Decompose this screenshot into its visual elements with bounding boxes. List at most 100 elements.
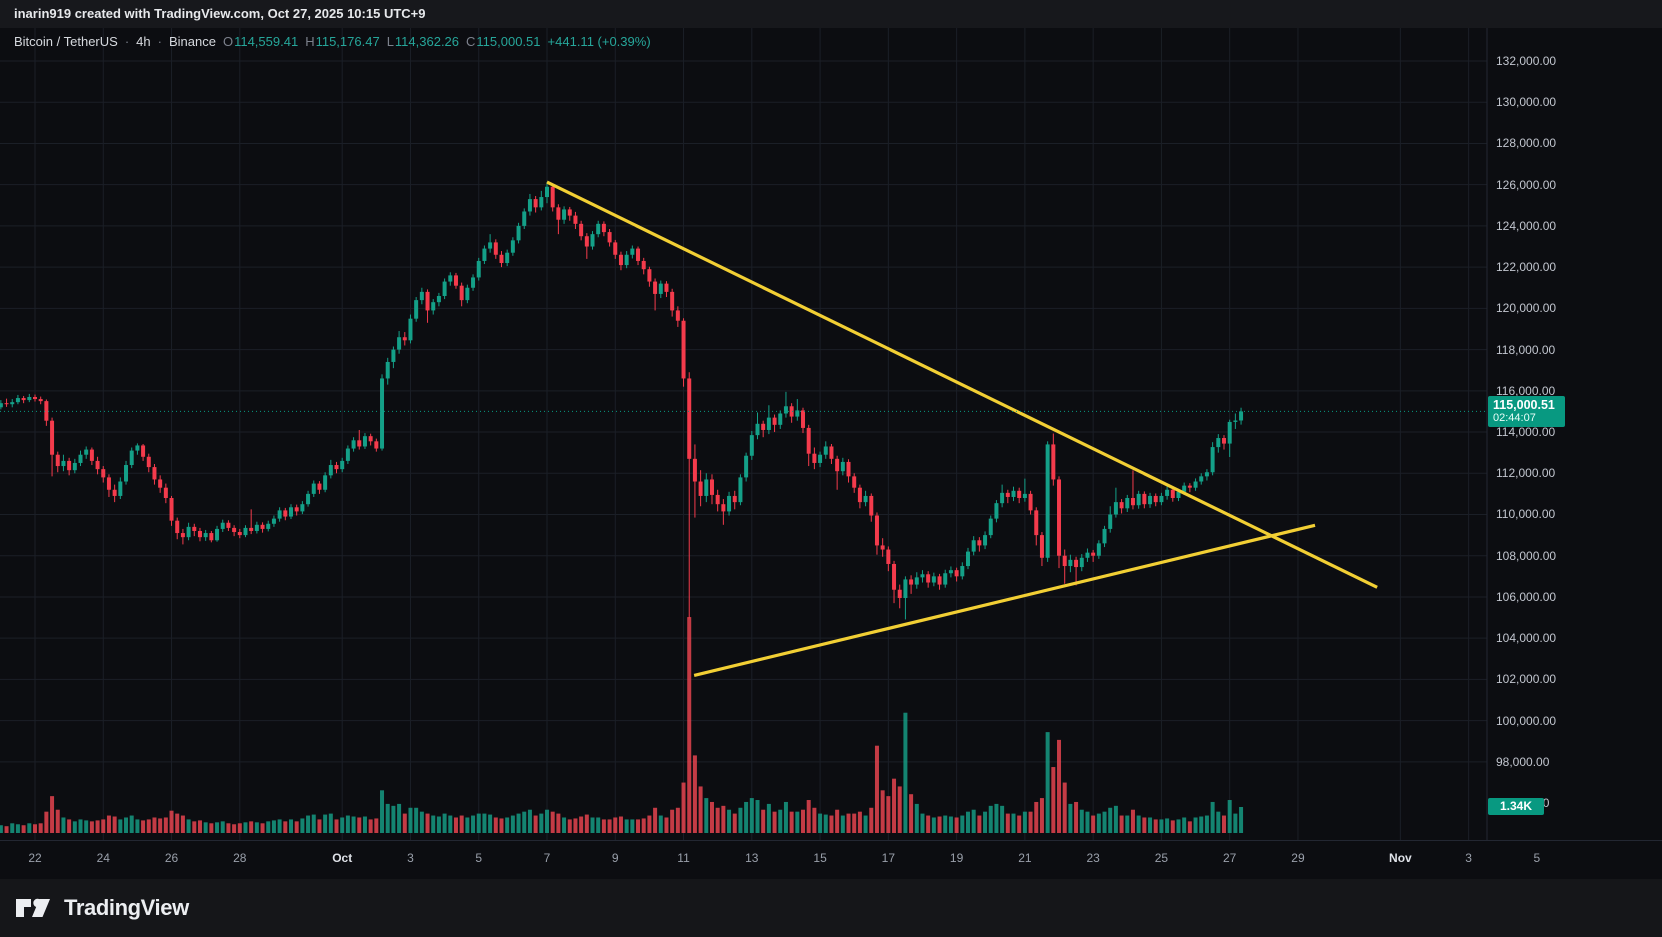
- price-tick-label: 130,000.00: [1496, 95, 1557, 110]
- volume-bar: [1074, 801, 1079, 833]
- candle-body: [141, 445, 146, 457]
- volume-bar: [186, 819, 191, 833]
- volume-bar: [550, 811, 555, 833]
- candle-body: [983, 535, 988, 546]
- volume-bar: [209, 823, 214, 833]
- volume-bar: [727, 809, 732, 833]
- volume-bar: [351, 816, 356, 833]
- candle-body: [971, 540, 976, 552]
- time-tick-label: 27: [1223, 851, 1237, 865]
- symbol-header[interactable]: Bitcoin / TetherUS · 4h · Binance O 114,5…: [14, 34, 651, 49]
- price-tick-label: 120,000.00: [1496, 301, 1557, 316]
- volume-bar: [277, 819, 282, 833]
- volume-bar: [448, 815, 453, 833]
- volume-bar: [203, 822, 208, 833]
- candle-body: [647, 269, 652, 282]
- volume-bar: [129, 815, 134, 833]
- candle-body: [448, 275, 453, 282]
- volume-bar: [124, 817, 129, 833]
- candle-body: [146, 456, 151, 468]
- time-tick-label: 15: [813, 851, 827, 865]
- volume-bar: [226, 823, 231, 833]
- volume-bar: [1108, 807, 1113, 833]
- volume-bar: [374, 818, 379, 833]
- price-tick-label: 116,000.00: [1496, 383, 1556, 398]
- candle-body: [1216, 438, 1221, 448]
- candle-body: [920, 574, 925, 578]
- candle-body: [254, 524, 259, 531]
- volume-bar: [175, 813, 180, 833]
- candle-body: [1204, 472, 1209, 477]
- candle-body: [965, 551, 970, 567]
- volume-bar: [89, 821, 94, 833]
- candle-body: [630, 248, 635, 255]
- volume-bar: [732, 813, 737, 833]
- candle-body: [1091, 552, 1096, 556]
- volume-bar: [1096, 813, 1101, 833]
- candle-body: [721, 504, 726, 512]
- candle-body: [1000, 492, 1005, 504]
- tradingview-wordmark[interactable]: TradingView: [64, 895, 189, 920]
- candle-body: [385, 361, 390, 379]
- candle-body: [829, 446, 834, 459]
- candle-body: [653, 281, 658, 294]
- volume-bar: [857, 811, 862, 833]
- candle-body: [1017, 490, 1022, 499]
- volume-bar: [863, 815, 868, 833]
- volume-bar: [1068, 803, 1073, 833]
- trendline-ascending-support[interactable]: [693, 523, 1316, 677]
- price-tick-label: 124,000.00: [1496, 218, 1557, 233]
- volume-bar: [886, 796, 891, 833]
- volume-bar: [914, 803, 919, 833]
- tradingview-logo-icon[interactable]: [14, 894, 54, 922]
- trendline-descending-resistance[interactable]: [546, 180, 1378, 589]
- change-value: +441.11 (+0.39%): [547, 34, 651, 49]
- volume-bar: [960, 815, 965, 833]
- volume-bar: [271, 820, 276, 833]
- candle-body: [163, 487, 168, 499]
- volume-bar: [920, 813, 925, 833]
- volume-bar: [345, 815, 350, 833]
- candle-body: [886, 549, 891, 564]
- volume-bar: [1045, 732, 1050, 833]
- volume-bar: [567, 819, 572, 833]
- open-value: 114,559.41: [234, 34, 299, 49]
- candle-body: [328, 465, 333, 476]
- volume-bar: [1227, 800, 1232, 833]
- volume-bar: [1005, 813, 1010, 833]
- time-tick-label: 13: [745, 851, 759, 865]
- volume-bar: [266, 821, 271, 833]
- volume-bar: [840, 815, 845, 833]
- candle-body: [772, 417, 777, 425]
- candle-body: [192, 526, 197, 531]
- candle-body: [1051, 444, 1056, 480]
- candle-body: [687, 378, 692, 459]
- candle-body: [596, 223, 601, 235]
- candle-body: [4, 403, 9, 405]
- candle-body: [1039, 535, 1044, 558]
- candle-body: [209, 533, 214, 541]
- volume-bar: [1125, 815, 1130, 833]
- candle-body: [402, 337, 407, 341]
- candle-body: [32, 397, 37, 400]
- volume-bar: [106, 815, 111, 833]
- interval-label[interactable]: 4h: [136, 34, 151, 49]
- candle-body: [118, 481, 123, 496]
- volume-bar: [1022, 811, 1027, 833]
- candle-body: [579, 223, 584, 237]
- volume-bar: [232, 824, 237, 833]
- volume-bar: [408, 807, 413, 833]
- volume-bar: [903, 712, 908, 833]
- volume-bar: [288, 819, 293, 833]
- open-label: O: [222, 34, 234, 49]
- symbol-name[interactable]: Bitcoin / TetherUS: [14, 34, 118, 49]
- volume-bar: [761, 809, 766, 833]
- candle-body: [237, 532, 242, 536]
- exchange-label[interactable]: Binance: [168, 34, 216, 49]
- candle-body: [869, 495, 874, 516]
- candle-body: [818, 454, 823, 463]
- volume-bar: [334, 819, 339, 833]
- candle-body: [67, 460, 72, 471]
- volume-bar: [994, 803, 999, 833]
